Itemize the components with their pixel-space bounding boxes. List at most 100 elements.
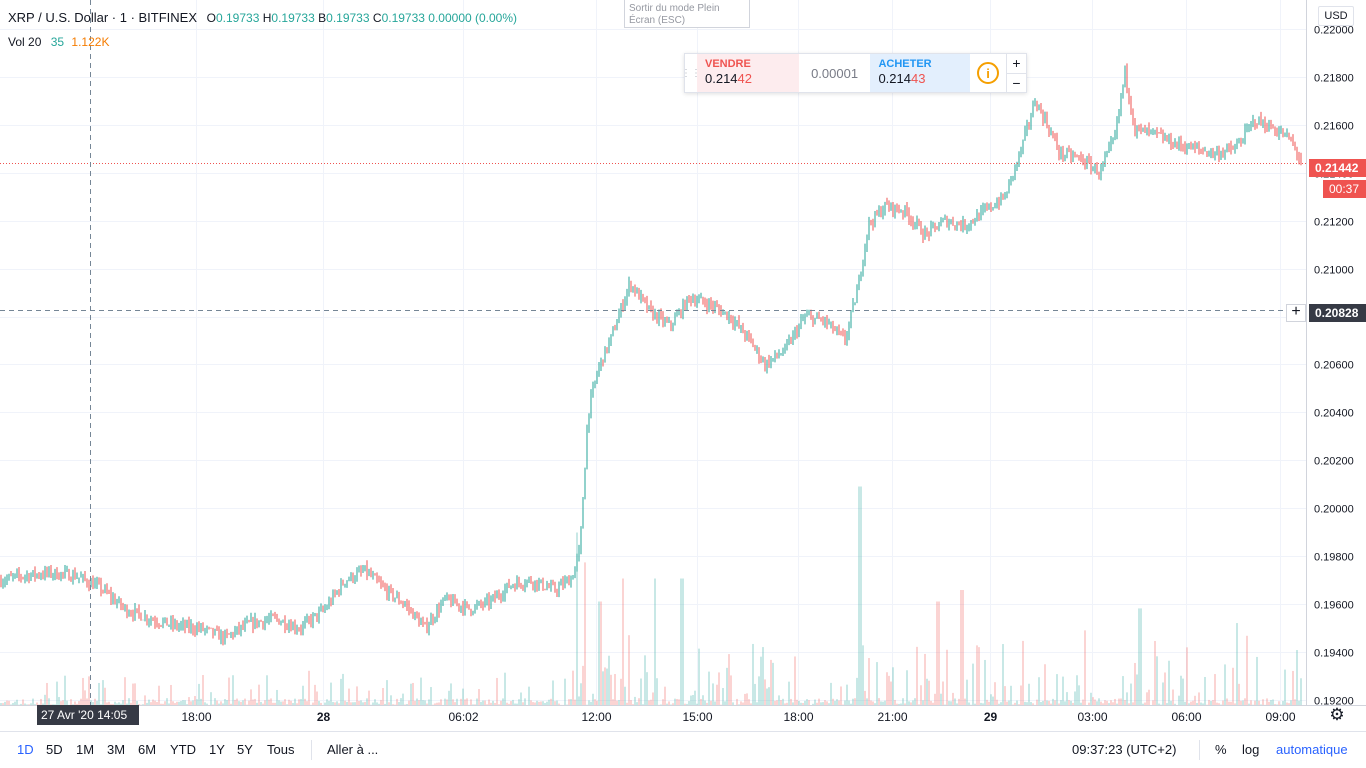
volume-bar: [48, 698, 50, 705]
goto-date-button[interactable]: Aller à ...: [327, 742, 379, 757]
volume-bar: [668, 701, 670, 705]
volume-bar: [464, 699, 466, 705]
price-chart[interactable]: 0.220000.218000.216000.214000.212000.210…: [0, 0, 1366, 731]
add-alert-plus-icon[interactable]: +: [1286, 304, 1306, 322]
settings-gear-icon[interactable]: ⚙: [1329, 705, 1345, 724]
volume-bar: [1036, 699, 1038, 705]
volume-bar: [84, 690, 86, 705]
volume-bar: [22, 699, 24, 705]
volume-bar: [402, 693, 404, 705]
volume-bar: [1154, 640, 1156, 705]
volume-bar: [780, 700, 782, 705]
volume-bar: [258, 684, 260, 705]
range-1y[interactable]: 1Y: [209, 742, 225, 757]
volume-bar: [44, 694, 46, 705]
bottom-toolbar: 1D 5D 1M 3M 6M YTD 1Y 5Y Tous Aller à ..…: [0, 731, 1366, 768]
volume-bar: [544, 702, 546, 705]
volume-bar: [890, 681, 892, 705]
volume-bar: [206, 703, 208, 705]
volume-bar: [758, 676, 760, 705]
drag-handle-icon[interactable]: ⋮⋮: [681, 67, 701, 79]
volume-bar: [1178, 695, 1180, 705]
volume-bar: [582, 665, 584, 705]
volume-bar: [880, 701, 882, 705]
volume-bar: [382, 688, 384, 705]
volume-bar: [960, 590, 962, 705]
volume-label[interactable]: Vol 20: [8, 35, 42, 49]
volume-bar: [578, 696, 580, 705]
volume-bar: [1296, 650, 1298, 705]
volume-bar: [342, 673, 344, 705]
volume-bar: [240, 701, 242, 705]
log-scale-toggle[interactable]: log: [1242, 742, 1260, 757]
volume-bar: [512, 699, 514, 705]
range-1d[interactable]: 1D: [17, 742, 34, 757]
volume-bar: [872, 701, 874, 705]
price-axis[interactable]: 0.220000.218000.216000.214000.212000.210…: [1306, 0, 1366, 731]
range-3m[interactable]: 3M: [107, 742, 126, 757]
buy-button[interactable]: ACHETER 0.21443: [870, 54, 971, 92]
x-tick-label: 15:00: [682, 710, 712, 724]
volume-bar: [142, 704, 144, 705]
decrease-button[interactable]: −: [1007, 72, 1026, 93]
currency-button[interactable]: USD: [1318, 6, 1354, 26]
volume-bar: [252, 699, 254, 705]
volume-bar: [1172, 689, 1174, 705]
percent-scale-toggle[interactable]: %: [1215, 742, 1227, 757]
clock-timezone[interactable]: 09:37:23 (UTC+2): [1072, 742, 1177, 757]
volume-bar: [186, 704, 188, 705]
volume-bar: [484, 700, 486, 705]
exit-fullscreen-hint[interactable]: Sortir du mode Plein Écran (ESC): [624, 0, 750, 28]
range-5y[interactable]: 5Y: [237, 742, 253, 757]
volume-bar: [1164, 672, 1166, 705]
volume-bar: [606, 668, 608, 705]
symbol-title[interactable]: XRP / U.S. Dollar · 1 · BITFINEX: [8, 10, 198, 25]
volume-bar: [360, 700, 362, 705]
volume-bar: [452, 699, 454, 705]
range-1m[interactable]: 1M: [76, 742, 95, 757]
volume-bar: [64, 675, 66, 705]
volume-bar: [1108, 703, 1110, 705]
volume-bar: [168, 703, 170, 705]
volume-bar: [408, 700, 410, 705]
info-button[interactable]: i: [970, 54, 1006, 92]
price-axis-bg: [1306, 0, 1366, 731]
volume-bar: [1018, 704, 1020, 705]
volume-bar: [444, 698, 446, 705]
volume-bar: [852, 698, 854, 705]
range-ytd[interactable]: YTD: [170, 742, 196, 757]
volume-bar: [356, 686, 358, 705]
volume-bar: [1050, 703, 1052, 705]
volume-bar: [1182, 678, 1184, 705]
volume-bar: [682, 578, 684, 705]
auto-scale-toggle[interactable]: automatique: [1276, 742, 1348, 757]
volume-bar: [490, 702, 492, 705]
volume-bar: [396, 698, 398, 705]
volume-bar: [1204, 676, 1206, 705]
volume-bar: [266, 675, 268, 705]
range-5d[interactable]: 5D: [46, 742, 63, 757]
range-6m[interactable]: 6M: [138, 742, 157, 757]
volume-bar: [1128, 703, 1130, 705]
volume-bar: [698, 648, 700, 705]
volume-ma-value: 1.122K: [71, 35, 110, 49]
volume-bar: [702, 695, 704, 705]
volume-bar: [1144, 702, 1146, 705]
chart-grid: [0, 0, 1306, 705]
volume-bar: [364, 701, 366, 705]
volume-bar: [718, 672, 720, 705]
volume-bar: [1090, 692, 1092, 705]
time-axis[interactable]: 18:00 28 06:02 12:00 15:00 18:00 21:00 29 03:00 0…: [0, 705, 1366, 725]
spread-value: 0.00001: [811, 65, 859, 81]
volume-bar: [804, 700, 806, 705]
range-all[interactable]: Tous: [267, 742, 295, 757]
volume-bar: [884, 700, 886, 705]
volume-bar: [24, 703, 26, 705]
volume-bar: [294, 698, 296, 705]
sell-button[interactable]: VENDRE 0.21442: [697, 54, 799, 92]
volume-bar: [1102, 703, 1104, 705]
volume-bar: [788, 681, 790, 705]
volume-bar: [334, 702, 336, 705]
volume-bar: [80, 698, 82, 705]
increase-button[interactable]: +: [1012, 55, 1021, 72]
